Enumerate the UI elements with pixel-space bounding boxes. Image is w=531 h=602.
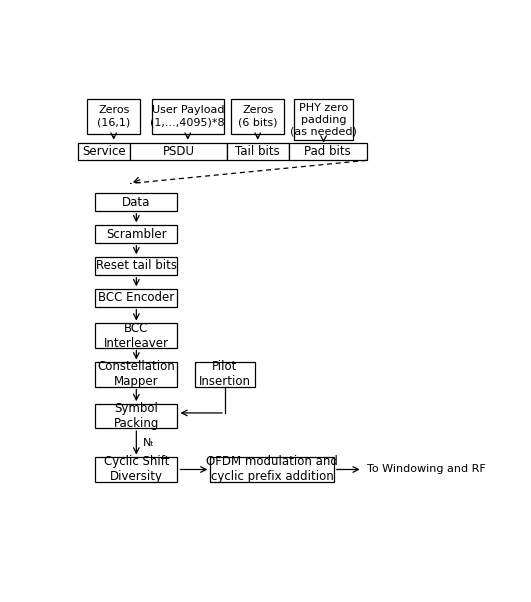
Text: Data: Data: [122, 196, 150, 208]
Bar: [95, 289, 177, 307]
Text: User Payload
(1,...,4095)*8: User Payload (1,...,4095)*8: [150, 105, 225, 127]
Text: Symbol
Packing: Symbol Packing: [114, 402, 159, 430]
Text: Zeros
(6 bits): Zeros (6 bits): [238, 105, 278, 127]
Text: BCC
Interleaver: BCC Interleaver: [104, 321, 169, 350]
Text: Pad bits: Pad bits: [304, 145, 351, 158]
Bar: [227, 143, 289, 160]
Text: Service: Service: [82, 145, 126, 158]
Text: Nₜ: Nₜ: [142, 438, 154, 448]
Bar: [95, 193, 177, 211]
Text: Tail bits: Tail bits: [235, 145, 280, 158]
Text: Cyclic Shift
Diversity: Cyclic Shift Diversity: [104, 456, 169, 483]
Bar: [95, 362, 177, 386]
Text: Pilot
Insertion: Pilot Insertion: [199, 361, 251, 388]
Bar: [95, 225, 177, 243]
Text: Reset tail bits: Reset tail bits: [96, 259, 177, 273]
Text: Constellation
Mapper: Constellation Mapper: [98, 361, 175, 388]
Bar: [195, 362, 255, 386]
Bar: [289, 143, 367, 160]
Text: OFDM modulation and
cyclic prefix addition: OFDM modulation and cyclic prefix additi…: [206, 456, 338, 483]
Text: BCC Encoder: BCC Encoder: [98, 291, 175, 305]
Bar: [95, 404, 177, 428]
Bar: [78, 143, 130, 160]
Bar: [95, 257, 177, 275]
Bar: [95, 458, 177, 482]
Text: Scrambler: Scrambler: [106, 228, 167, 241]
Text: PHY zero
padding
(as needed): PHY zero padding (as needed): [290, 103, 357, 136]
Bar: [95, 323, 177, 347]
Text: Zeros
(16,1): Zeros (16,1): [97, 105, 130, 127]
Bar: [294, 99, 354, 140]
Bar: [231, 99, 285, 134]
Text: PSDU: PSDU: [162, 145, 194, 158]
Bar: [210, 458, 334, 482]
Text: To Windowing and RF: To Windowing and RF: [367, 465, 485, 474]
Bar: [130, 143, 227, 160]
Bar: [152, 99, 224, 134]
Bar: [87, 99, 140, 134]
